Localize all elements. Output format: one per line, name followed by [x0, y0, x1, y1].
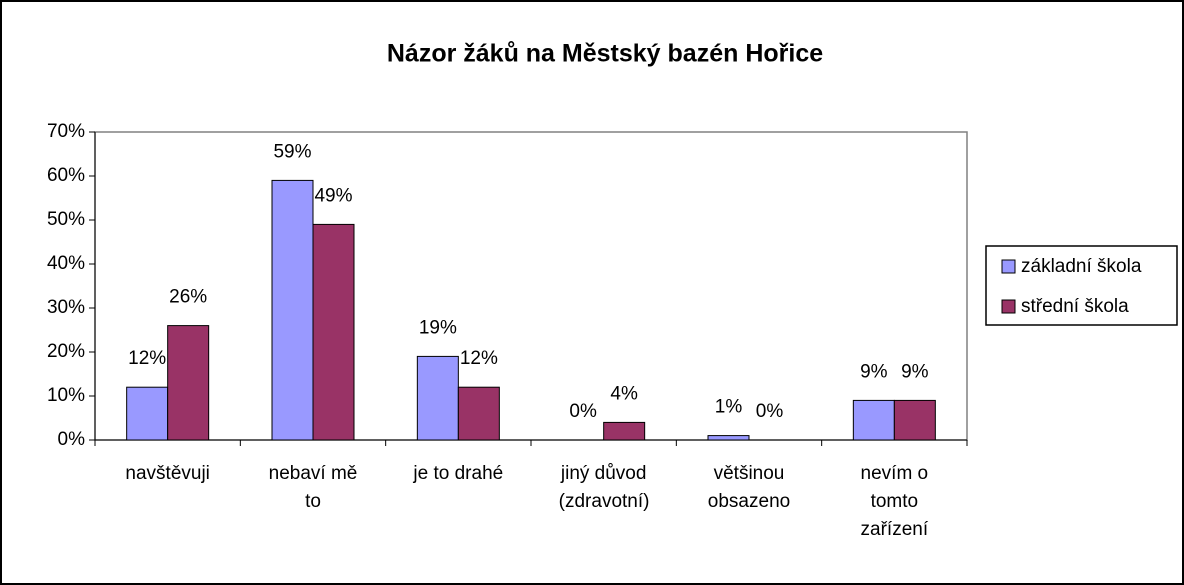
data-label: 1% [715, 397, 743, 418]
x-tick-label: většinou obsazeno [707, 463, 791, 512]
legend-label: střední škola [1021, 296, 1129, 317]
data-label: 4% [610, 383, 638, 404]
y-tick-label: 70% [47, 121, 85, 142]
bar [893, 399, 936, 441]
data-label: 9% [901, 361, 929, 382]
y-tick-label: 60% [47, 165, 85, 186]
bar [167, 325, 210, 441]
y-tick-label: 50% [47, 209, 85, 230]
bar [126, 386, 169, 441]
data-label: 59% [273, 141, 311, 162]
data-label: 0% [756, 401, 784, 422]
bar [457, 386, 500, 441]
y-tick-label: 10% [47, 385, 85, 406]
bar [271, 179, 314, 441]
bar [603, 421, 646, 441]
chart-title: Názor žáků na Městský bazén Hořice [387, 40, 823, 68]
bar [416, 355, 459, 441]
data-label: 12% [460, 348, 498, 369]
data-label: 0% [569, 401, 597, 422]
bar [852, 399, 895, 441]
x-tick-label: nevím o tomto zařízení [860, 463, 929, 540]
x-tick-label: je to drahé [413, 463, 504, 484]
y-tick-label: 0% [58, 429, 86, 450]
x-tick-label: navštěvuji [125, 463, 210, 484]
y-tick-label: 40% [47, 253, 85, 274]
data-label: 9% [860, 361, 888, 382]
legend-swatch [1001, 259, 1016, 274]
legend-label: základní škola [1021, 256, 1142, 277]
x-tick-label: jiný důvod (zdravotní) [558, 463, 650, 512]
x-tick-label: nebaví mě to [268, 463, 358, 512]
data-label: 12% [128, 348, 166, 369]
data-label: 49% [314, 185, 352, 206]
legend-swatch [1001, 299, 1016, 314]
y-tick-label: 30% [47, 297, 85, 318]
y-tick-label: 20% [47, 341, 85, 362]
legend-box [985, 245, 1178, 326]
data-label: 19% [419, 317, 457, 338]
bar [707, 435, 750, 441]
bar [312, 223, 355, 441]
plot-area [94, 131, 968, 441]
data-label: 26% [169, 287, 207, 308]
